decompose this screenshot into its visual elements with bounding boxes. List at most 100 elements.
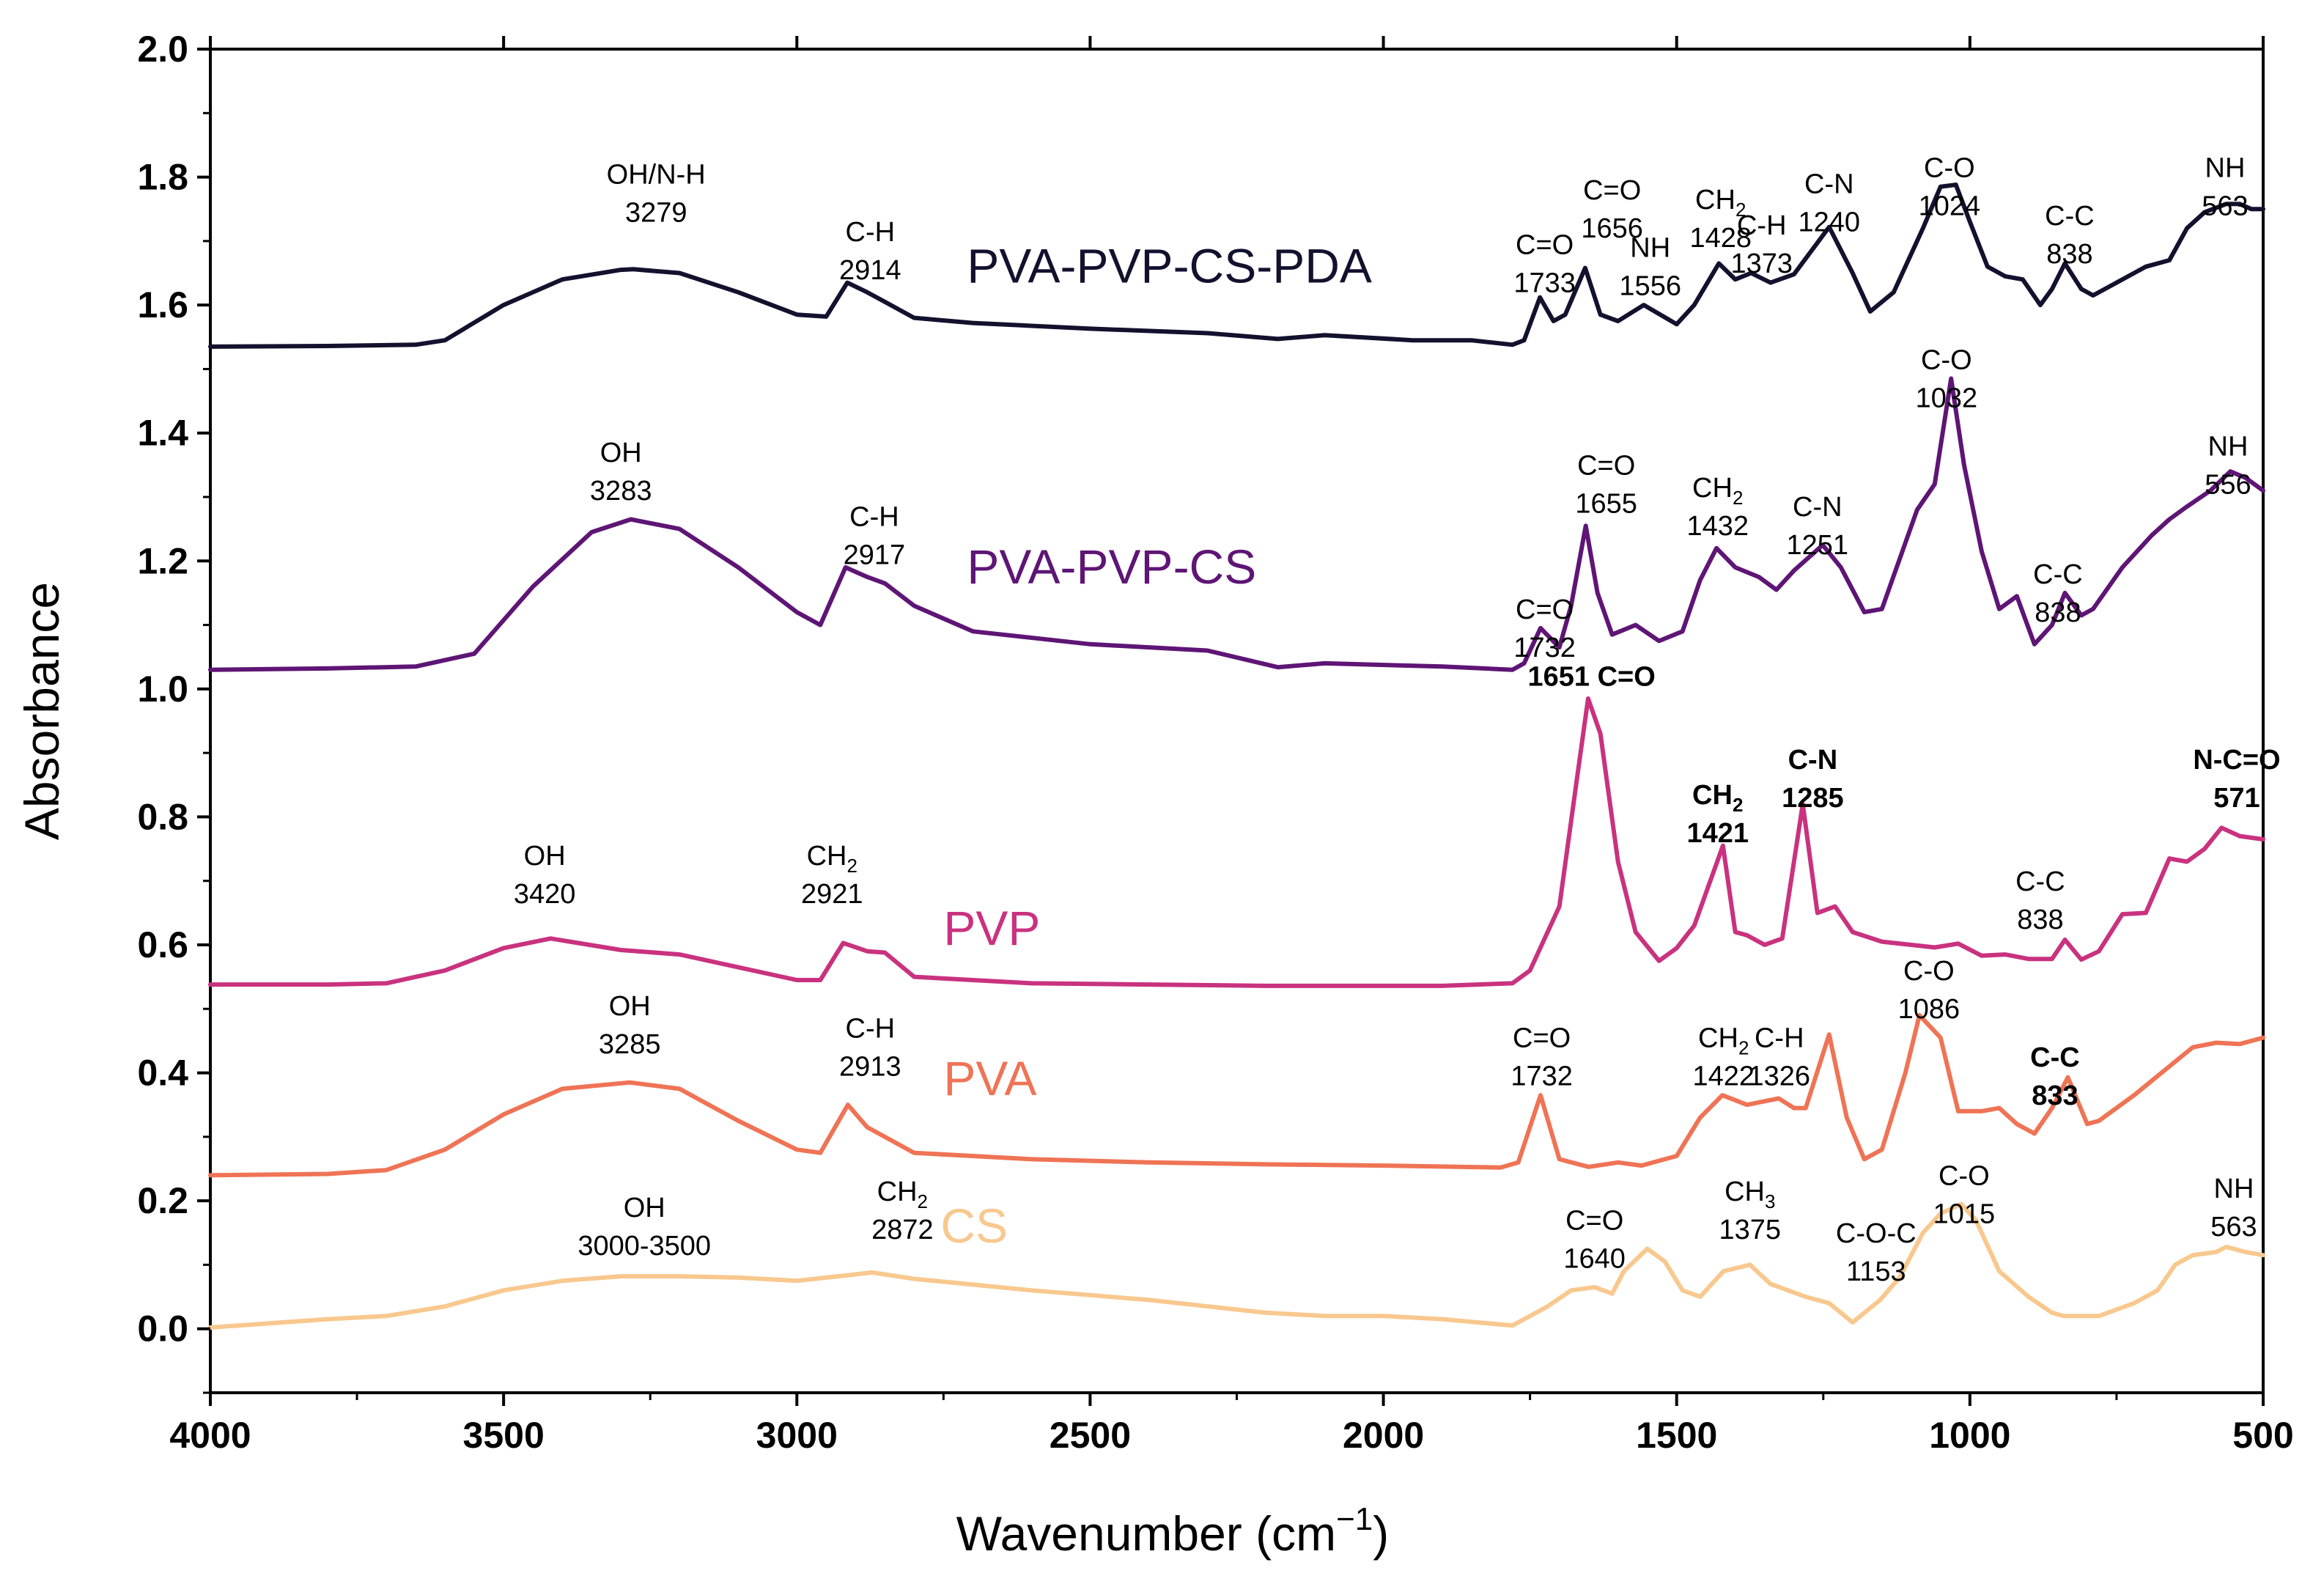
annotation-text: 838 — [2017, 905, 2063, 935]
annotation-subscript: 2 — [1733, 794, 1743, 816]
peak-annotation: C-O 1086 — [1898, 956, 1960, 1025]
annotation-text: C-H — [846, 217, 896, 248]
annotation-main: CH — [877, 1177, 918, 1207]
annotation-text: C=O — [1583, 175, 1641, 206]
peak-annotation: C=O 1656 — [1581, 175, 1643, 244]
annotation-text: C-O — [1924, 153, 1975, 184]
annotation-text: C-N — [1804, 169, 1854, 199]
annotation-text: 1326 — [1748, 1061, 1810, 1092]
x-tick-label: 1000 — [1929, 1415, 2010, 1456]
annotation-text: 1651 C=O — [1528, 661, 1656, 692]
peak-annotation: C-C 838 — [2015, 866, 2065, 935]
peak-annotation: NH 563 — [2210, 1174, 2257, 1242]
annotation-text: 1032 — [1916, 383, 1978, 413]
annotation-text: 2872 — [871, 1215, 934, 1245]
series-label-cs: CS — [940, 1198, 1008, 1253]
annotation-text: 838 — [2046, 239, 2092, 270]
series-group: PVA-PVP-CS-PDA PVA-PVP-CS PVP PVA CS — [208, 183, 2265, 1330]
y-tick-label: 1.0 — [137, 669, 188, 710]
annotation-text: 1285 — [1782, 783, 1844, 814]
peak-annotation: CH3 1375 — [1719, 1177, 1781, 1245]
peak-annotation: OH 3420 — [514, 841, 576, 910]
peak-annotation: NH 563 — [2202, 153, 2248, 222]
annotation-text: 563 — [2202, 191, 2248, 222]
annotation-text: C-C — [2015, 866, 2065, 897]
peak-annotation: C-O 1015 — [1933, 1160, 1996, 1229]
peak-annotation: C-C 838 — [2033, 559, 2083, 628]
annotation-text: 2917 — [844, 540, 906, 570]
annotation-text: 1421 — [1686, 818, 1749, 849]
annotation-text: 2921 — [801, 879, 863, 910]
annotation-text: C-H — [849, 501, 899, 532]
x-tick-label: 3500 — [463, 1415, 545, 1456]
annotation-text: 556 — [2205, 469, 2251, 500]
annotation-main: CH — [1692, 780, 1733, 811]
annotation-text: C-H — [846, 1014, 896, 1045]
annotation-main: CH — [1698, 1023, 1738, 1054]
annotation-text: C=O — [1516, 594, 1574, 625]
annotation-text: 1556 — [1619, 271, 1681, 302]
annotation-text: NH — [2208, 431, 2249, 462]
annotation-main: CH — [807, 841, 847, 872]
annotation-subscript: 2 — [1733, 487, 1743, 509]
annotation-text: 833 — [2032, 1080, 2078, 1111]
annotation-subscript: 3 — [1765, 1190, 1775, 1212]
annotation-text: 1375 — [1719, 1215, 1781, 1245]
annotation-text: CH2 — [1692, 473, 1743, 509]
peak-annotation: C-N 1240 — [1799, 169, 1861, 238]
y-tick-label: 1.4 — [137, 413, 188, 454]
x-tick-label: 2500 — [1050, 1415, 1131, 1456]
annotation-main: CH — [1724, 1177, 1765, 1207]
series-line-pva-pvp-cs — [208, 376, 2265, 672]
series-label-pva-pvp-cs: PVA-PVP-CS — [967, 540, 1256, 594]
annotation-text: OH — [609, 991, 651, 1022]
peak-annotation: C-O-C 1153 — [1836, 1218, 1917, 1287]
annotation-text: NH — [2205, 153, 2246, 184]
annotation-subscript: 2 — [918, 1190, 928, 1212]
series-line-pva-pvp-cs-pda — [208, 183, 2265, 349]
annotation-text: 3283 — [590, 476, 652, 507]
annotation-text: C-H — [1755, 1023, 1804, 1054]
annotation-text: C=O — [1516, 229, 1574, 260]
series-label-pvp: PVP — [943, 901, 1040, 955]
annotation-text: C-N — [1788, 745, 1838, 776]
peak-annotation: OH 3283 — [590, 438, 652, 507]
annotation-text: CH2 — [877, 1177, 928, 1212]
annotation-text: 1251 — [1787, 530, 1849, 561]
annotation-text: OH/N-H — [607, 159, 706, 190]
x-tick-label: 3000 — [756, 1415, 838, 1456]
peak-annotation: C-N 1251 — [1787, 492, 1849, 561]
peak-annotation: 1651 C=O — [1528, 661, 1656, 692]
y-tick-label: 1.2 — [137, 540, 188, 581]
peak-annotation: C-N 1285 — [1782, 745, 1844, 814]
annotation-text: 1015 — [1933, 1198, 1996, 1229]
annotation-text: C-C — [2033, 559, 2083, 590]
peak-annotation: C=O 1640 — [1563, 1205, 1626, 1274]
annotation-text: 1153 — [1846, 1256, 1906, 1287]
y-tick-label: 1.8 — [137, 157, 188, 198]
series-line-pvp — [208, 696, 2265, 988]
annotation-text: 1732 — [1513, 633, 1576, 663]
annotation-text: 1024 — [1919, 191, 1981, 222]
peak-annotation: C=O 1732 — [1510, 1023, 1573, 1092]
annotation-subscript: 2 — [1738, 1037, 1749, 1059]
annotation-text: C=O — [1565, 1205, 1623, 1236]
annotation-text: OH — [624, 1193, 665, 1223]
axis-ticks: 4000 3500 3000 2500 2000 1500 1000 500 0.0 0.2 0.4… — [137, 29, 2293, 1456]
peak-annotation: OH 3000-3500 — [578, 1193, 711, 1262]
peak-annotation: C-C 838 — [2045, 201, 2095, 270]
annotation-text: C-H — [1737, 210, 1787, 241]
annotation-text: 1432 — [1686, 511, 1749, 542]
x-axis-title: Wavenumber (cm−1) — [956, 1501, 1390, 1561]
annotation-text: CH2 — [807, 841, 857, 877]
annotation-text: C-O-C — [1836, 1218, 1917, 1249]
peak-annotation: C-C 833 — [2030, 1042, 2080, 1111]
annotation-text: CH2 — [1692, 780, 1743, 816]
peak-annotation: N-C=O 571 — [2193, 745, 2280, 814]
